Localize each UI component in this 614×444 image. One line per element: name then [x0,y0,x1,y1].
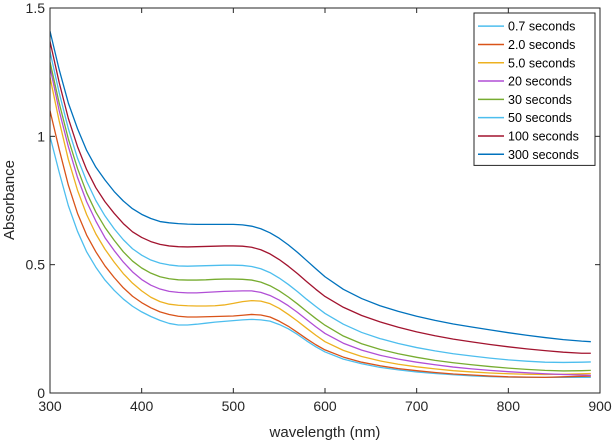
series-line-3 [50,66,591,376]
series-line-7 [50,30,591,343]
x-tick-label: 400 [130,398,154,414]
legend-box [473,12,596,166]
series-layer [50,30,591,378]
y-tick-label: 0.5 [26,257,46,273]
x-tick-label: 300 [38,398,62,414]
x-tick-label: 800 [497,398,521,414]
legend-entry-label: 2.0 seconds [508,38,575,52]
x-axis-label: wavelength (nm) [269,424,381,441]
x-tick-label: 700 [405,398,429,414]
legend-entry-label: 20 seconds [508,75,572,89]
legend-entry-label: 50 seconds [508,111,572,125]
legend-entry-label: 5.0 seconds [508,56,575,70]
x-axis: 300 400 500 600 700 800 900 [38,8,612,414]
series-line-6 [50,41,591,354]
legend-entry-label: 30 seconds [508,93,572,107]
legend-entry-label: 0.7 seconds [508,20,575,34]
y-tick-label: 1.5 [26,0,46,16]
x-tick-label: 500 [222,398,246,414]
legend: 0.7 seconds 2.0 seconds 5.0 seconds 20 seco… [473,12,596,166]
series-line-0 [50,136,591,378]
series-line-1 [50,110,591,378]
legend-entry-label: 100 seconds [508,129,579,143]
series-line-4 [50,61,591,372]
y-axis: 0 0.5 1 1.5 [26,0,600,401]
legend-entry-label: 300 seconds [508,148,579,162]
x-tick-label: 600 [313,398,337,414]
series-line-5 [50,51,591,364]
x-tick-label: 900 [588,398,612,414]
y-tick-label: 0 [37,385,45,401]
y-tick-label: 1 [37,128,45,144]
series-line-2 [50,77,591,376]
y-axis-label: Absorbance [1,160,18,240]
